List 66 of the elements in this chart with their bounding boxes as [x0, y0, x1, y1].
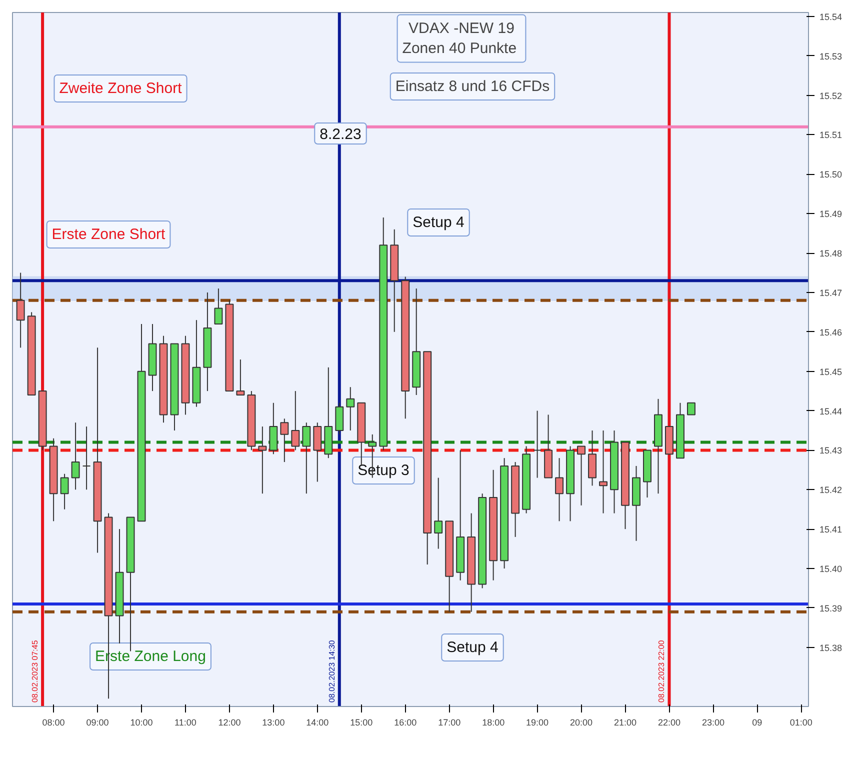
candlestick	[588, 430, 597, 486]
x-tick-label: 09	[752, 718, 762, 728]
candlestick	[71, 422, 80, 490]
x-tick-label: 01:00	[790, 718, 812, 728]
x-tick-label: 09:00	[86, 718, 109, 728]
y-tick-label: 15.54	[820, 12, 842, 22]
candlestick	[82, 426, 91, 490]
candlestick	[533, 410, 542, 478]
x-tick-label: 08:00	[42, 718, 65, 728]
y-tick-label: 15.52	[820, 90, 842, 101]
y-tick-label: 15.38	[820, 642, 842, 653]
text: Einsatz 8 und 16 CFDs	[395, 78, 550, 95]
x-tick-label: 17:00	[438, 718, 461, 728]
x-tick-label: 23:00	[702, 718, 724, 728]
candlestick	[302, 422, 311, 494]
candlestick	[269, 402, 278, 455]
x-tick-label: 14:00	[306, 718, 329, 728]
text: VDAX -NEW 19 Zonen 40 Punkte	[402, 20, 517, 58]
candlestick	[577, 446, 586, 506]
annotation: Erste Zone Short	[52, 226, 166, 243]
ref-line-label: 08.02.2023 22:00	[657, 640, 666, 702]
candlestick	[291, 390, 300, 451]
x-tick-label: 10:00	[130, 718, 153, 728]
candlestick	[313, 422, 322, 482]
y-tick-label: 15.46	[820, 327, 842, 338]
candlestick	[214, 288, 223, 325]
x-tick-label: 13:00	[262, 718, 285, 728]
annotation: Setup 4	[412, 214, 464, 231]
x-tick-label: 21:00	[614, 718, 637, 728]
x-tick-label: 15:00	[350, 718, 373, 728]
y-tick-label: 15.42	[820, 485, 842, 496]
y-tick-label: 15.49	[820, 209, 842, 220]
y-tick-label: 15.44	[820, 406, 842, 416]
candlestick	[686, 402, 696, 416]
x-tick-label: 18:00	[482, 718, 505, 728]
annotation: Zweite Zone Short	[59, 80, 183, 97]
candlestick	[555, 458, 564, 522]
x-tick-label: 19:00	[526, 718, 549, 728]
y-tick-label: 15.40	[820, 564, 842, 574]
y-tick-label: 15.53	[820, 51, 842, 62]
y-tick-label: 15.47	[820, 288, 842, 298]
y-tick-label: 15.48	[820, 248, 842, 259]
ref-line-label: 08.02.2023 07:45	[30, 640, 40, 702]
x-tick-label: 11:00	[174, 718, 196, 728]
candlestick	[335, 402, 344, 435]
ref-line-label: 08.02.2023 14:30	[327, 640, 336, 702]
y-tick-label: 15.43	[820, 446, 842, 456]
x-tick-label: 12:00	[218, 718, 241, 728]
annotation: 8.2.23	[320, 126, 362, 143]
x-tick-label: 22:00	[658, 718, 681, 728]
x-tick-label: 16:00	[394, 718, 417, 728]
candlestick	[16, 272, 25, 348]
y-tick-label: 15.45	[820, 366, 842, 377]
candlestick	[280, 418, 289, 463]
y-tick-label: 15.50	[820, 170, 842, 180]
candlestick	[434, 477, 443, 550]
candlestick	[346, 386, 355, 431]
x-tick-label: 20:00	[570, 718, 593, 728]
y-tick-label: 15.39	[820, 603, 842, 614]
y-tick-label: 15.51	[820, 130, 842, 140]
candlestick	[60, 473, 69, 510]
y-tick-label: 15.41	[820, 524, 842, 535]
candlestick	[258, 426, 267, 494]
candlestick	[236, 359, 245, 396]
annotation: Setup 4	[446, 639, 498, 656]
candlestick	[599, 430, 608, 514]
